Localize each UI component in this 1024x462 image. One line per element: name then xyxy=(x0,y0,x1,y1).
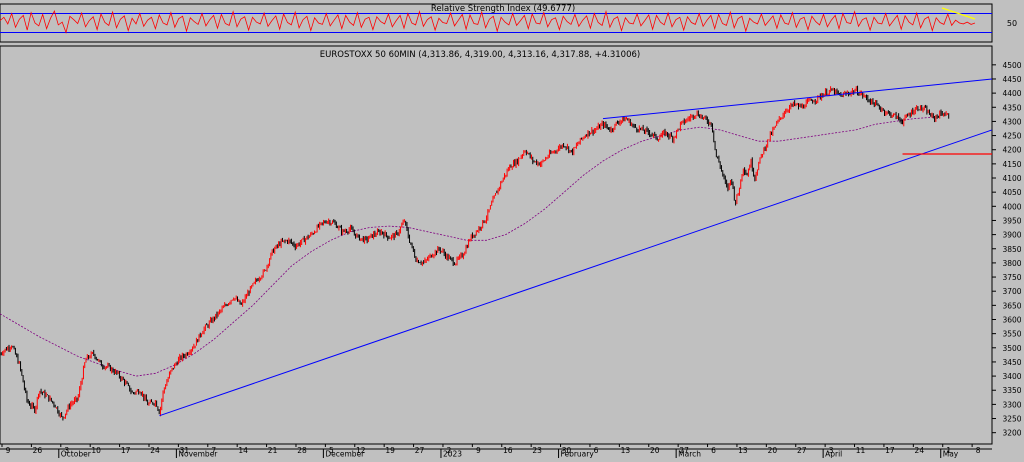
x-tick-label: 27 xyxy=(679,446,689,455)
x-month-label: December xyxy=(325,450,365,459)
x-tick-label: 13 xyxy=(621,446,631,455)
x-tick-label: 26 xyxy=(33,446,43,455)
rsi-panel-frame xyxy=(0,3,993,43)
x-tick-label: 6 xyxy=(711,446,716,455)
x-tick-label: 9 xyxy=(476,446,481,455)
rsi-divergence-annotation xyxy=(941,7,976,20)
rsi-tick-label: 50 xyxy=(1007,19,1017,28)
rsi-series-line xyxy=(0,10,976,34)
y-tick-label: 4100 xyxy=(1002,174,1021,183)
y-tick-label: 3250 xyxy=(1002,415,1021,424)
y-tick-label: 3900 xyxy=(1002,231,1021,240)
moving-average-line xyxy=(0,116,934,377)
x-tick-label: 13 xyxy=(738,446,748,455)
rsi-title: Relative Strength Index (49.6777) xyxy=(431,4,575,14)
y-tick-label: 3600 xyxy=(1002,315,1021,324)
x-tick-label: 16 xyxy=(503,446,513,455)
x-month-label: February xyxy=(561,450,595,459)
x-tick-label: 5 xyxy=(329,446,334,455)
x-tick-label: 31 xyxy=(180,446,190,455)
y-tick-label: 3950 xyxy=(1002,216,1021,225)
x-tick-label: 20 xyxy=(650,446,660,455)
x-tick-label: 3 xyxy=(829,446,834,455)
x-tick-label: 23 xyxy=(532,446,542,455)
y-tick-label: 4150 xyxy=(1002,160,1021,169)
y-tick-label: 4400 xyxy=(1002,89,1021,98)
main-panel-frame xyxy=(0,45,993,445)
upper-resistance-trendline xyxy=(602,78,993,120)
y-tick-label: 3700 xyxy=(1002,287,1021,296)
y-tick-label: 3550 xyxy=(1002,330,1021,339)
y-tick-label: 4450 xyxy=(1002,75,1021,84)
y-tick-label: 3200 xyxy=(1002,429,1021,438)
x-tick-label: 7 xyxy=(211,446,216,455)
x-tick-label: 27 xyxy=(415,446,425,455)
x-tick-label: 21 xyxy=(268,446,278,455)
x-month-label: October xyxy=(61,450,92,459)
x-tick-label: 24 xyxy=(150,446,160,455)
x-tick-label: 24 xyxy=(915,446,925,455)
x-tick-label: 3 xyxy=(64,446,69,455)
y-tick-label: 3450 xyxy=(1002,358,1021,367)
y-tick-label: 3350 xyxy=(1002,386,1021,395)
y-tick-label: 3800 xyxy=(1002,259,1021,268)
y-tick-label: 4000 xyxy=(1002,202,1021,211)
x-tick-label: 14 xyxy=(238,446,248,455)
x-tick-label: 2 xyxy=(447,446,452,455)
x-tick-label: 6 xyxy=(594,446,599,455)
x-month-label: 2023 xyxy=(443,450,462,459)
y-tick-label: 3500 xyxy=(1002,344,1021,353)
x-tick-label: 30 xyxy=(562,446,572,455)
x-tick-label: 20 xyxy=(768,446,778,455)
x-tick-label: 11 xyxy=(856,446,866,455)
x-tick-label: 19 xyxy=(385,446,395,455)
x-tick-label: 1 xyxy=(946,446,951,455)
y-tick-label: 4200 xyxy=(1002,146,1021,155)
y-tick-label: 3750 xyxy=(1002,273,1021,282)
x-month-label: November xyxy=(178,450,218,459)
y-tick-label: 3650 xyxy=(1002,301,1021,310)
y-tick-label: 4350 xyxy=(1002,103,1021,112)
x-tick-label: 8 xyxy=(976,446,981,455)
y-tick-label: 4300 xyxy=(1002,117,1021,126)
x-tick-label: 27 xyxy=(797,446,807,455)
y-tick-label: 4250 xyxy=(1002,132,1021,141)
chart-title: EUROSTOXX 50 60MIN (4,313.86, 4,319.00, … xyxy=(320,50,640,60)
y-tick-label: 3850 xyxy=(1002,245,1021,254)
x-tick-label: 12 xyxy=(356,446,366,455)
x-tick-label: 9 xyxy=(6,446,11,455)
x-tick-label: 17 xyxy=(121,446,131,455)
x-month-label: May xyxy=(943,450,959,459)
x-month-label: March xyxy=(678,450,701,459)
x-tick-label: 17 xyxy=(885,446,895,455)
x-month-label: April xyxy=(825,450,842,459)
y-tick-label: 3300 xyxy=(1002,400,1021,409)
y-tick-label: 4500 xyxy=(1002,61,1021,70)
x-tick-label: 10 xyxy=(91,446,101,455)
y-tick-label: 3400 xyxy=(1002,372,1021,381)
y-tick-label: 4050 xyxy=(1002,188,1021,197)
rising-support-trendline xyxy=(159,129,993,417)
x-tick-label: 28 xyxy=(297,446,307,455)
